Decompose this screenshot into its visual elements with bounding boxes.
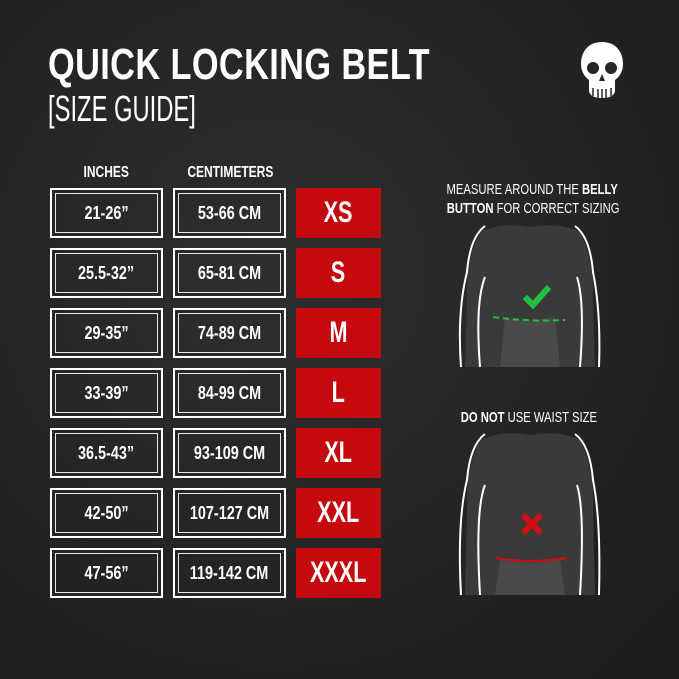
inches-cell: 42-50” <box>50 488 163 538</box>
inches-cell: 33-39” <box>50 368 163 418</box>
check-icon <box>522 285 552 310</box>
page-subtitle: [SIZE GUIDE] <box>48 88 196 129</box>
skull-icon <box>581 42 623 98</box>
size-badge: S <box>296 248 381 298</box>
waist-line <box>494 557 568 562</box>
centimeters-header: CENTIMETERS <box>187 164 274 181</box>
centimeters-cell: 93-109 CM <box>173 428 286 478</box>
inches-cell: 21-26” <box>50 188 163 238</box>
size-badge: M <box>296 308 381 358</box>
centimeters-cell: 107-127 CM <box>173 488 286 538</box>
inches-header: INCHES <box>83 164 130 181</box>
size-badge: XXXL <box>296 548 381 598</box>
size-badge: L <box>296 368 381 418</box>
size-badge: XXL <box>296 488 381 538</box>
centimeters-cell: 74-89 CM <box>173 308 286 358</box>
belly-line <box>492 316 566 322</box>
size-badge: XL <box>296 428 381 478</box>
correct-measurement-figure <box>458 225 601 368</box>
size-badge: XS <box>296 188 381 238</box>
centimeters-cell: 53-66 CM <box>173 188 286 238</box>
inches-cell: 36.5-43” <box>50 428 163 478</box>
inches-cell: 25.5-32” <box>50 248 163 298</box>
page-title: QUICK LOCKING BELT <box>48 40 430 89</box>
centimeters-cell: 119-142 CM <box>173 548 286 598</box>
incorrect-measurement-figure <box>458 433 601 596</box>
centimeters-cell: 65-81 CM <box>173 248 286 298</box>
measure-instruction: MEASURE AROUND THE BELLY BUTTON FOR CORR… <box>446 181 620 217</box>
centimeters-cell: 84-99 CM <box>173 368 286 418</box>
cross-icon <box>520 512 544 536</box>
inches-cell: 29-35” <box>50 308 163 358</box>
inches-cell: 47-56” <box>50 548 163 598</box>
waist-warning: DO NOT USE WAIST SIZE <box>460 409 598 426</box>
